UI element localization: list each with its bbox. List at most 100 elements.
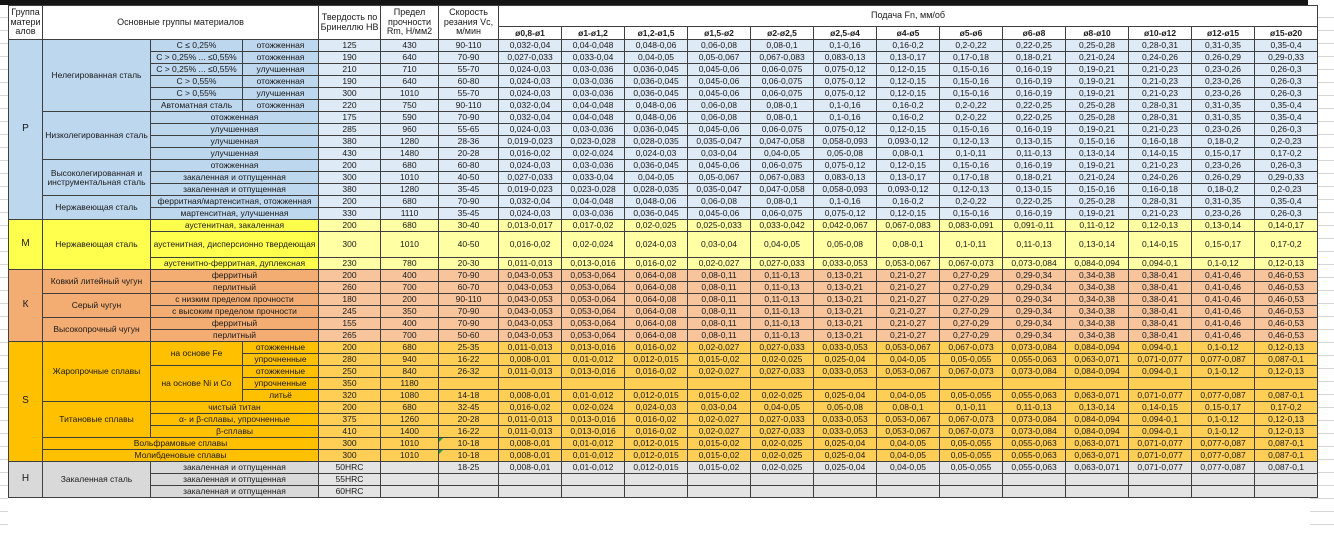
cell-hardness-hb[interactable]: 300 (318, 231, 382, 258)
cell-feed-value[interactable] (1065, 473, 1130, 486)
cell-feed-value[interactable]: 0,04-0,05 (624, 51, 689, 64)
cell-feed-value[interactable]: 0,033-0,053 (813, 341, 878, 354)
cell-feed-value[interactable]: 0,011-0,013 (498, 365, 563, 378)
cell-feed-value[interactable]: 0,08-0,11 (687, 329, 752, 342)
cell-feed-value[interactable]: 0,13-0,21 (813, 305, 878, 318)
cell-feed-value[interactable]: 0,18-0,2 (1191, 183, 1256, 196)
cell-feed-value[interactable]: 0,015-0,02 (687, 437, 752, 450)
cell-hardness-hb[interactable]: 300 (318, 437, 382, 450)
cell-feed-value[interactable]: 0,087-0,1 (1254, 449, 1319, 462)
cell-iso-group[interactable]: S (8, 341, 43, 462)
cell-feed-value[interactable]: 0,023-0,028 (561, 135, 626, 148)
cell-feed-value[interactable]: 0,008-0,01 (498, 437, 563, 450)
cell-feed-value[interactable]: 0,04-0,05 (876, 461, 941, 474)
cell-feed-value[interactable]: 0,21-0,23 (1128, 87, 1193, 100)
cell-tensile-rm[interactable]: 680 (380, 341, 440, 354)
cell-material[interactable]: Высоколегированная и инструментальная ст… (42, 159, 151, 196)
cell-feed-value[interactable]: 0,093-0,12 (876, 135, 941, 148)
cell-tensile-rm[interactable]: 350 (380, 305, 440, 318)
header-diameter-range[interactable]: ø15-ø20 (1254, 26, 1319, 40)
cell-feed-value[interactable]: 0,055-0,063 (1002, 437, 1067, 450)
cell-feed-value[interactable]: 0,1-0,12 (1191, 413, 1256, 426)
cell-feed-value[interactable]: 0,13-0,21 (813, 281, 878, 294)
cell-feed-value[interactable]: 0,24-0,26 (1128, 51, 1193, 64)
cell-feed-value[interactable]: 0,13-0,21 (813, 329, 878, 342)
cell-feed-value[interactable]: 0,027-0,033 (750, 365, 815, 378)
cell-feed-value[interactable]: 0,017-0,02 (561, 219, 626, 232)
cell-feed-value[interactable]: 0,016-0,02 (624, 365, 689, 378)
cell-feed-value[interactable]: 0,064-0,08 (624, 305, 689, 318)
cell-feed-value[interactable]: 0,31-0,35 (1191, 99, 1256, 112)
cell-feed-value[interactable]: 0,26-0,3 (1254, 123, 1319, 136)
cell-feed-value[interactable]: 0,064-0,08 (624, 317, 689, 330)
cell-hardness-hb[interactable]: 55HRC (318, 473, 382, 486)
cell-feed-value[interactable]: 0,01-0,012 (561, 353, 626, 366)
cell-feed-value[interactable] (561, 473, 626, 486)
cell-feed-value[interactable]: 0,016-0,02 (624, 341, 689, 354)
cell-feed-value[interactable]: 0,02-0,027 (687, 257, 752, 270)
cell-cutting-speed[interactable]: 28-36 (438, 135, 500, 148)
cell-feed-value[interactable]: 0,08-0,11 (687, 281, 752, 294)
cell-feed-value[interactable]: 0,18-0,21 (1002, 171, 1067, 184)
cell-material[interactable]: Вольфрамовые сплавы (41, 437, 320, 450)
cell-feed-value[interactable]: 0,035-0,047 (687, 183, 752, 196)
cell-material[interactable]: улучшенная (149, 147, 320, 160)
cell-feed-value[interactable]: 0,02-0,025 (750, 437, 815, 450)
cell-feed-value[interactable]: 0,019-0,023 (498, 183, 563, 196)
cell-feed-value[interactable]: 0,27-0,29 (939, 293, 1004, 306)
cell-feed-value[interactable]: 0,17-0,2 (1254, 147, 1319, 160)
header-diameter-range[interactable]: ø1,5-ø2 (687, 26, 752, 40)
cell-feed-value[interactable]: 0,23-0,26 (1191, 207, 1256, 220)
cell-material[interactable]: Жаропрочные сплавы (42, 341, 151, 402)
cell-hardness-hb[interactable]: 125 (318, 39, 382, 52)
cell-feed-value[interactable]: 0,18-0,21 (1002, 51, 1067, 64)
cell-feed-value[interactable]: 0,075-0,12 (813, 75, 878, 88)
cell-tensile-rm[interactable]: 430 (380, 39, 440, 52)
cell-feed-value[interactable]: 0,008-0,01 (498, 389, 563, 402)
cell-feed-value[interactable]: 0,29-0,34 (1002, 293, 1067, 306)
cell-feed-value[interactable]: 0,036-0,045 (624, 159, 689, 172)
cell-feed-value[interactable] (750, 485, 815, 498)
cell-cutting-speed[interactable]: 18-25 (438, 461, 500, 474)
cell-feed-value[interactable]: 0,29-0,34 (1002, 329, 1067, 342)
cell-feed-value[interactable]: 0,29-0,34 (1002, 305, 1067, 318)
cell-feed-value[interactable] (939, 485, 1004, 498)
cell-tensile-rm[interactable]: 680 (380, 401, 440, 414)
cell-feed-value[interactable]: 0,21-0,27 (876, 293, 941, 306)
cell-feed-value[interactable]: 0,12-0,15 (876, 159, 941, 172)
cell-feed-value[interactable]: 0,03-0,036 (561, 87, 626, 100)
cell-feed-value[interactable] (939, 473, 1004, 486)
cell-feed-value[interactable]: 0,08-0,1 (876, 147, 941, 160)
cell-material[interactable]: перлитный (149, 329, 320, 342)
cell-feed-value[interactable]: 0,027-0,033 (750, 413, 815, 426)
cell-feed-value[interactable]: 0,03-0,036 (561, 63, 626, 76)
cell-feed-value[interactable]: 0,067-0,073 (939, 257, 1004, 270)
cell-feed-value[interactable]: 0,1-0,12 (1191, 341, 1256, 354)
cell-feed-value[interactable]: 0,03-0,036 (561, 207, 626, 220)
cell-tensile-rm[interactable]: 700 (380, 329, 440, 342)
cell-feed-value[interactable]: 0,15-0,17 (1191, 401, 1256, 414)
header-diameter-range[interactable]: ø4-ø5 (876, 26, 941, 40)
cell-tensile-rm[interactable]: 960 (380, 123, 440, 136)
cell-feed-value[interactable]: 0,22-0,25 (1002, 195, 1067, 208)
cell-cutting-speed[interactable]: 20-30 (438, 257, 500, 270)
cell-feed-value[interactable] (876, 485, 941, 498)
cell-hardness-hb[interactable]: 265 (318, 329, 382, 342)
cell-material[interactable]: Нелегированная сталь (42, 39, 151, 112)
cell-feed-value[interactable]: 0,27-0,29 (939, 305, 1004, 318)
cell-feed-value[interactable]: 0,16-0,19 (1002, 123, 1067, 136)
cell-feed-value[interactable]: 0,16-0,19 (1002, 159, 1067, 172)
cell-feed-value[interactable]: 0,024-0,03 (624, 231, 689, 258)
cell-feed-value[interactable]: 0,15-0,17 (1191, 231, 1256, 258)
cell-feed-value[interactable]: 0,071-0,077 (1128, 389, 1193, 402)
cell-hardness-hb[interactable]: 180 (318, 293, 382, 306)
cell-feed-value[interactable]: 0,067-0,073 (939, 425, 1004, 438)
cell-feed-value[interactable]: 0,1-0,16 (813, 111, 878, 124)
cell-feed-value[interactable]: 0,19-0,21 (1065, 159, 1130, 172)
cell-feed-value[interactable]: 0,05-0,08 (813, 147, 878, 160)
cell-tensile-rm[interactable]: 1180 (380, 377, 440, 390)
cell-feed-value[interactable]: 0,05-0,067 (687, 51, 752, 64)
cell-feed-value[interactable] (750, 377, 815, 390)
cell-tensile-rm[interactable] (380, 461, 440, 474)
cell-feed-value[interactable]: 0,06-0,08 (687, 99, 752, 112)
